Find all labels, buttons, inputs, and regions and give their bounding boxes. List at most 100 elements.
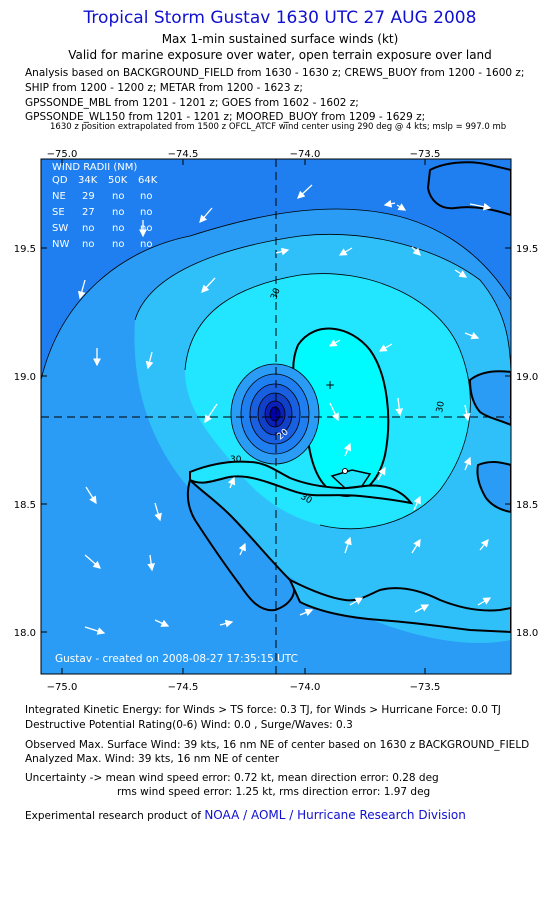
wind-radii-cell: no (140, 207, 152, 218)
wind-arrow (377, 466, 386, 481)
wind-map: −75.0 −74.5 −74.0 −73.5 19.5 19.0 18.5 1… (14, 149, 539, 693)
wind-radii-header: 50K (108, 175, 128, 186)
wind-radii-title: WIND RADII (NM) (52, 162, 137, 173)
noaa-link[interactable]: NOAA / AOML / Hurricane Research Divisio… (204, 808, 466, 822)
land-cuba-tip (468, 370, 511, 427)
map-title: Tropical Storm Gustav 1630 UTC 27 AUG 20… (83, 8, 477, 28)
wind-arrow (469, 202, 492, 211)
ike-line: Integrated Kinetic Energy: for Winds > T… (25, 704, 501, 716)
wind-arrow (343, 442, 352, 457)
lon-label-top: −75.0 (47, 149, 78, 160)
wind-radii-cell: no (140, 239, 152, 250)
wind-arrow (219, 619, 234, 628)
wind-radii-cell: no (82, 223, 94, 234)
lon-label-bottom: −74.5 (168, 682, 199, 693)
wind-radii-cell: no (112, 191, 124, 202)
wind-arrow (378, 343, 393, 352)
wind-arrow (344, 536, 352, 554)
map-frame (40, 158, 512, 675)
lon-label-bottom: −75.0 (47, 682, 78, 693)
wind-radii-header: QD (52, 175, 68, 186)
validity-note: Valid for marine exposure over water, op… (68, 48, 492, 62)
contour-20 (41, 208, 511, 381)
wind-radii-cell: SW (52, 223, 68, 234)
wind-arrow (147, 554, 156, 572)
wind-arrow (479, 538, 489, 551)
lat-label-left: 18.0 (14, 628, 36, 639)
wind-radii-cell: no (112, 239, 124, 250)
wind-radii-cell: no (140, 191, 152, 202)
uncertainty-line-2: rms wind speed error: 1.25 kt, rms direc… (117, 786, 431, 798)
lat-label-left: 19.0 (14, 372, 36, 383)
lat-label-right: 18.5 (516, 500, 538, 511)
wind-arrow (199, 207, 213, 223)
wind-arrow (395, 397, 404, 417)
analysis-line-3: GPSSONDE_MBL from 1201 - 1201 z; GOES fr… (25, 97, 359, 109)
wind-radii-cell: NW (52, 239, 69, 250)
wind-radii-cell: no (112, 207, 124, 218)
wind-radii-cell: 27 (82, 207, 95, 218)
observed-max-line: Observed Max. Surface Wind: 39 kts, 16 n… (25, 739, 530, 751)
lon-label-top: −73.5 (410, 149, 441, 160)
wind-radii-cell: no (82, 239, 94, 250)
wind-radii-table: WIND RADII (NM) QD 34K 50K 64K NE 29 no … (52, 162, 158, 250)
lat-label-left: 18.5 (14, 500, 36, 511)
lon-label-bottom: −73.5 (410, 682, 441, 693)
wind-arrow (411, 538, 421, 554)
lon-label-bottom: −74.0 (290, 682, 321, 693)
lon-label-top: −74.5 (168, 149, 199, 160)
analysis-line-1: Analysis based on BACKGROUND_FIELD from … (25, 67, 525, 79)
land-east-coast (476, 461, 511, 514)
contour-label: 30 (435, 400, 447, 413)
max-wind-marker: + (325, 378, 335, 392)
uncertainty-line-1: Uncertainty -> mean wind speed error: 0.… (25, 772, 439, 784)
creation-stamp: Gustav - created on 2008-08-27 17:35:15 … (55, 653, 298, 665)
analysis-line-4: GPSSONDE_WL150 from 1201 - 1201 z; MOORE… (25, 111, 426, 123)
wind-arrow (201, 277, 216, 293)
wind-arrow (411, 246, 421, 256)
lon-label-top: −74.0 (290, 149, 321, 160)
analysis-line-2: SHIP from 1200 - 1200 z; METAR from 1200… (25, 82, 303, 94)
land-island-tortuga (330, 469, 372, 489)
contour-30 (184, 273, 471, 530)
wind-arrow (414, 604, 430, 613)
contour-label: 30 (269, 287, 282, 301)
lat-label-right: 19.5 (516, 244, 538, 255)
wind-arrow (297, 184, 313, 199)
wind-arrow (477, 597, 492, 606)
eye-core (269, 406, 281, 422)
wind-radii-header: 64K (138, 175, 158, 186)
lat-label-left: 19.5 (14, 244, 36, 255)
wind-arrow (413, 495, 421, 511)
wind-arrow (85, 486, 97, 505)
wind-arrow (396, 203, 407, 211)
wind-arrow (349, 597, 364, 606)
dp-line: Destructive Potential Rating(0-6) Wind: … (25, 719, 353, 731)
wind-vectors (77, 184, 492, 635)
axis-ticks (41, 159, 511, 674)
research-prefix: Experimental research product of (25, 810, 201, 822)
wind-arrow (154, 619, 170, 627)
land-south-coast (287, 577, 511, 634)
wind-arrow (299, 608, 314, 617)
wind-radii-cell: 29 (82, 191, 95, 202)
wind-arrow (238, 542, 246, 556)
wind-arrow (328, 339, 341, 347)
wind-arrow (462, 404, 471, 422)
wind-arrow (84, 626, 106, 635)
wind-arrow (84, 554, 101, 569)
wind-arrow (338, 247, 353, 256)
map-subtitle: Max 1-min sustained surface winds (kt) (161, 32, 399, 46)
wind-radii-cell: NE (52, 191, 66, 202)
wind-arrow (464, 332, 480, 340)
wind-radii-cell: no (140, 223, 152, 234)
station-marker (342, 468, 348, 474)
research-credit: Experimental research product of NOAA / … (25, 808, 466, 822)
wind-radii-cell: no (112, 223, 124, 234)
position-note: 1630 z position extrapolated from 1500 z… (50, 122, 507, 132)
analyzed-max-line: Analyzed Max. Wind: 39 kts, 16 nm NE of … (25, 753, 280, 765)
contour-label: 30 (230, 455, 242, 465)
wind-arrow (329, 402, 339, 422)
land-haiti-north (189, 460, 414, 505)
lat-label-right: 19.0 (516, 372, 538, 383)
